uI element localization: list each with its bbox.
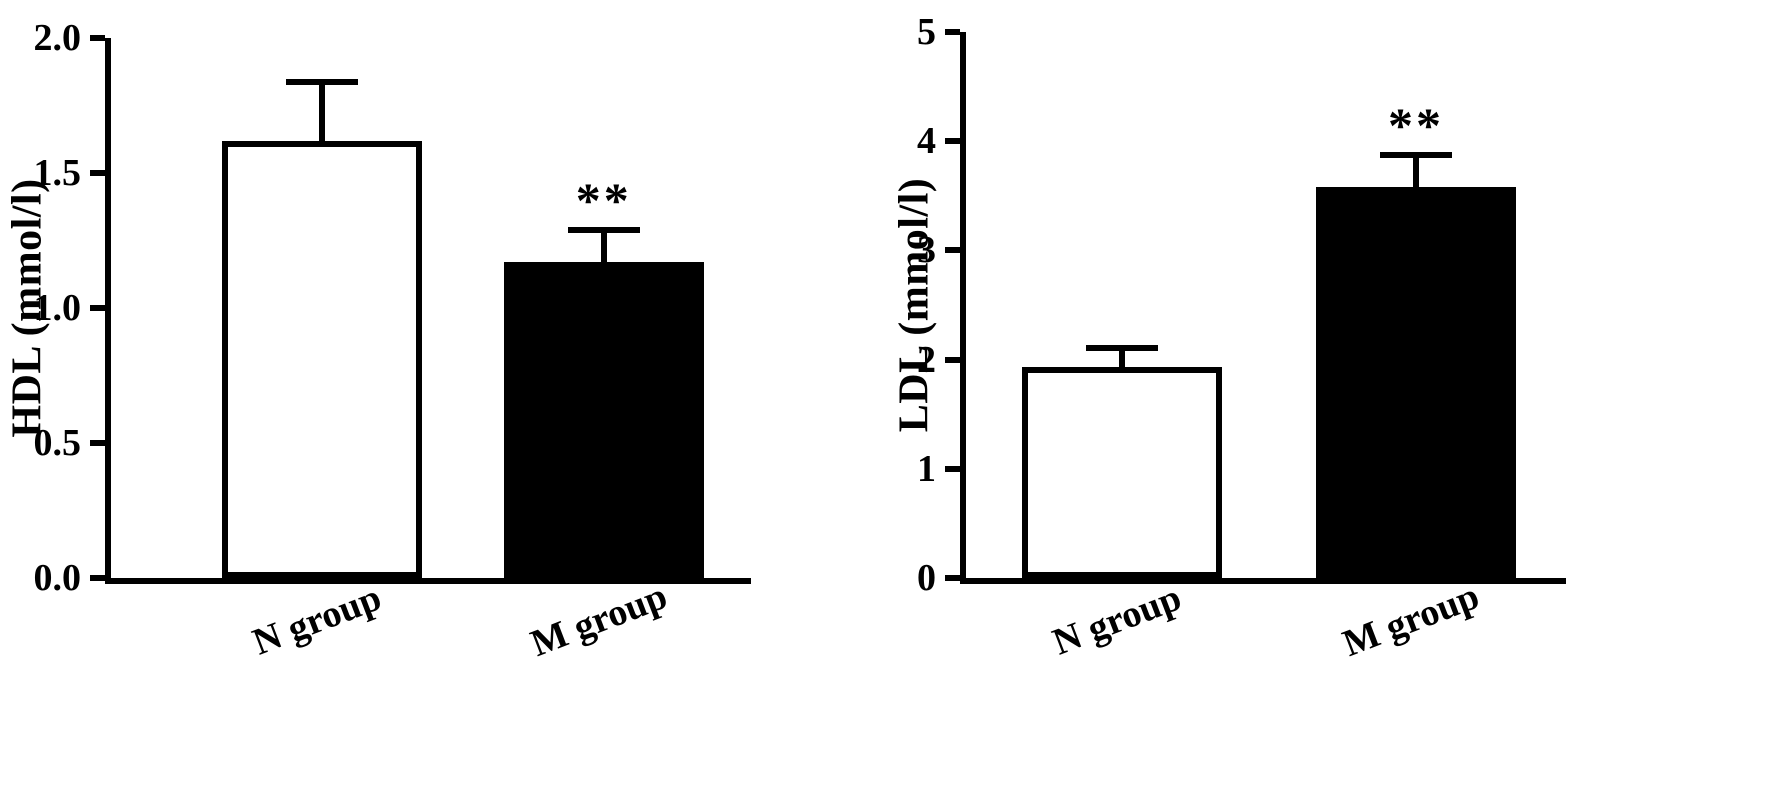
y-tick-mark — [945, 138, 960, 145]
bar-n-group — [222, 140, 423, 578]
x-category-label: M group — [1337, 574, 1485, 666]
y-tick-mark — [945, 575, 960, 581]
y-tick-mark — [945, 465, 960, 472]
y-tick-label: 2.0 — [33, 17, 82, 59]
y-tick-label: 1.0 — [33, 287, 82, 329]
significance-stars: ** — [1388, 97, 1444, 154]
y-tick-mark — [90, 35, 105, 41]
error-bar-cap — [286, 78, 359, 85]
y-tick-mark — [90, 170, 105, 176]
bar-n-group — [1022, 367, 1222, 578]
y-tick-label: 0 — [917, 557, 936, 599]
y-axis-label-wrap: LDL (mmol/l) — [888, 32, 940, 578]
y-tick-label: 3 — [917, 229, 936, 272]
error-bar-cap — [1380, 152, 1452, 159]
error-bar-cap — [1086, 345, 1158, 352]
y-tick-label: 1 — [917, 447, 936, 490]
x-category-label: N group — [1047, 576, 1187, 664]
ldl-bar-chart: LDL (mmol/l) 0 1 2 3 4 5 N group ** M group — [886, 0, 1772, 798]
y-tick-mark — [945, 356, 960, 363]
bar-m-group — [503, 262, 704, 578]
plot-area: 0.0 0.5 1.0 1.5 2.0 N group ** M group — [34, 17, 751, 665]
significance-stars: ** — [575, 172, 632, 228]
y-tick-label: 0.0 — [33, 557, 82, 599]
x-category-label: M group — [525, 574, 673, 666]
plot-area: 0 1 2 3 4 5 N group ** M group — [917, 11, 1566, 665]
error-bar-whisker — [1413, 152, 1419, 188]
error-bar-whisker — [1119, 345, 1125, 368]
error-bar-cap — [567, 227, 640, 233]
error-bar-whisker — [319, 78, 326, 141]
y-tick-mark — [90, 305, 105, 311]
bar-m-group — [1316, 187, 1516, 578]
y-tick-label: 5 — [917, 11, 936, 53]
y-tick-label: 4 — [917, 120, 936, 163]
y-axis-label: LDL (mmol/l) — [891, 177, 937, 433]
hdl-bar-chart: HDL (mmol/l) 0.0 0.5 1.0 1.5 2.0 N group ** M g… — [5, 17, 751, 665]
x-category-label: N group — [247, 576, 387, 664]
y-tick-label: 0.5 — [33, 422, 82, 464]
y-tick-mark — [90, 440, 105, 446]
error-bar-whisker — [600, 227, 607, 263]
y-tick-label: 1.5 — [33, 152, 82, 194]
y-tick-mark — [945, 29, 960, 35]
y-tick-mark — [90, 575, 105, 581]
y-tick-label: 2 — [917, 338, 936, 381]
y-tick-mark — [945, 247, 960, 254]
